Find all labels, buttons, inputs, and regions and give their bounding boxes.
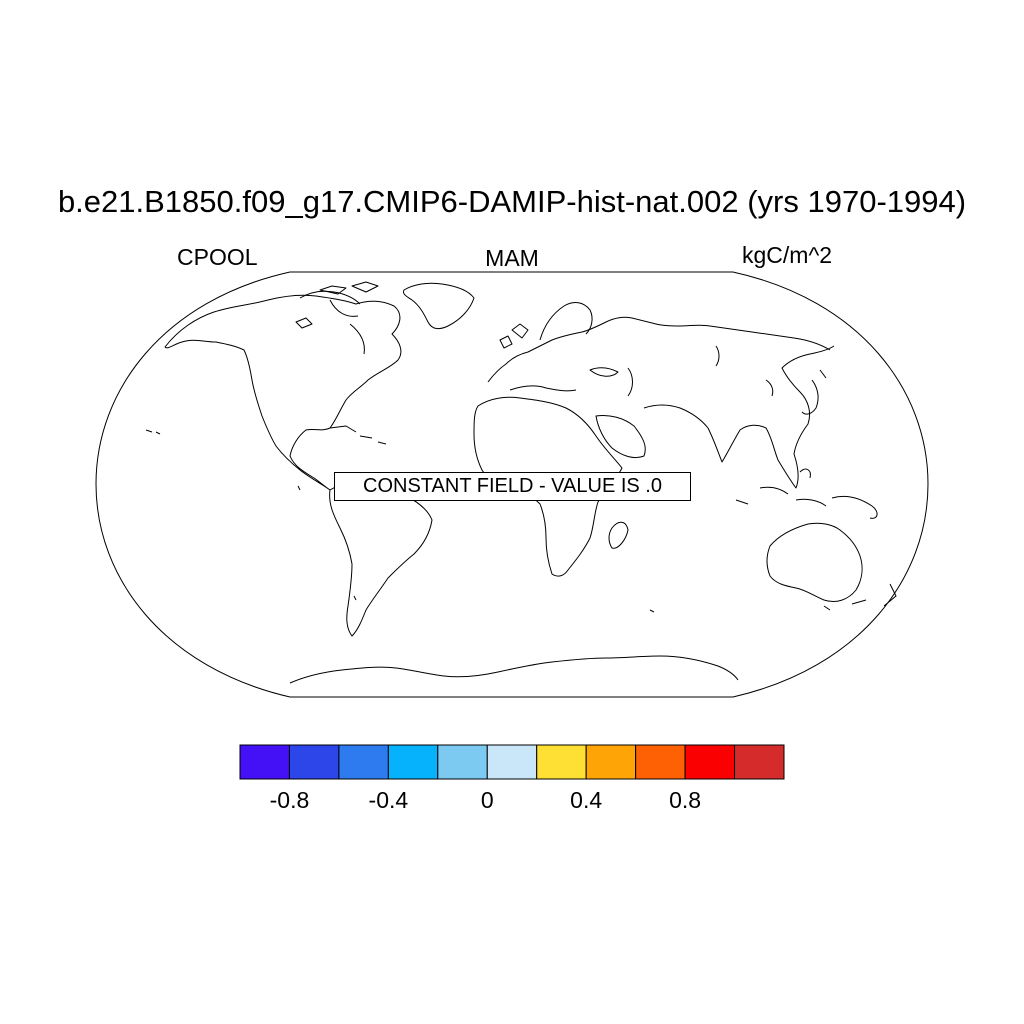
asia-coast: [643, 345, 835, 489]
colorbar-box-1: [288, 744, 340, 780]
colorbar-box-7: [585, 744, 637, 780]
colorbar-box-9: [684, 744, 736, 780]
colorbar-box-8: [635, 744, 686, 780]
colorbar-box-0: [239, 744, 290, 780]
europe-coast: [487, 316, 831, 383]
colorbar-box-5: [486, 744, 538, 780]
colorbar-box-4: [437, 744, 488, 780]
constant-field-message: CONSTANT FIELD - VALUE IS .0: [334, 472, 691, 501]
colorbar-tick-label: 0.4: [570, 787, 603, 813]
australia-coast: [766, 522, 863, 603]
variable-label: CPOOL: [177, 244, 258, 270]
colorbar-box-6: [536, 744, 587, 780]
colorbar-tick-label: -0.4: [368, 787, 409, 813]
colorbar-tick-label: -0.8: [269, 787, 310, 813]
antarctica-coast: [289, 655, 739, 684]
plot-title: b.e21.B1850.f09_g17.CMIP6-DAMIP-hist-nat…: [57, 184, 967, 219]
units-label: kgC/m^2: [742, 242, 833, 268]
greenland-coast: [403, 282, 475, 330]
north-america-coast: [164, 294, 402, 491]
colorbar-tick-label: 0.8: [669, 787, 702, 813]
season-label: MAM: [485, 245, 539, 271]
colorbar-box-10: [734, 744, 785, 780]
colorbar-tick-label: 0: [480, 787, 494, 813]
colorbar-box-3: [387, 744, 439, 780]
colorbar-box-2: [338, 744, 389, 780]
